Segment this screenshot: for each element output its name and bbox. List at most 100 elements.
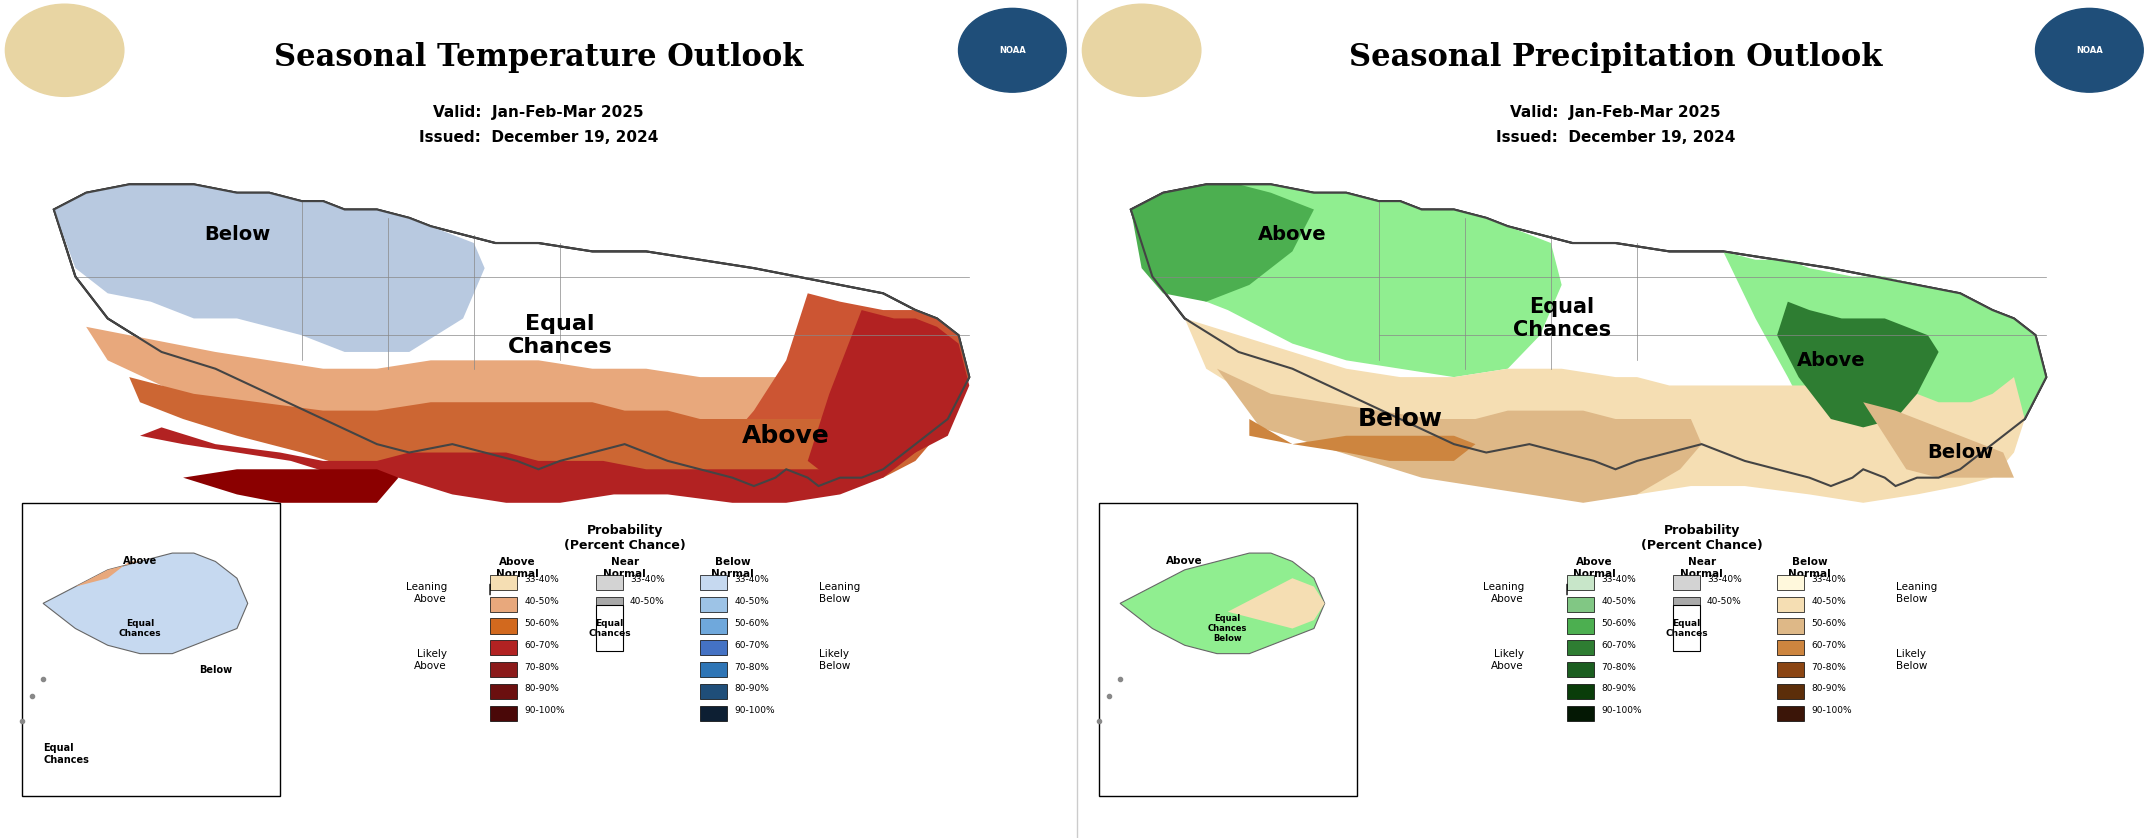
Polygon shape (1228, 578, 1325, 628)
FancyBboxPatch shape (1777, 597, 1803, 612)
Text: 90-100%: 90-100% (1812, 706, 1852, 715)
Circle shape (2036, 8, 2143, 92)
Text: Above: Above (1258, 225, 1327, 244)
Text: Below: Below (198, 665, 233, 675)
Polygon shape (1131, 184, 1314, 302)
Polygon shape (1099, 503, 1357, 796)
FancyBboxPatch shape (1674, 597, 1700, 612)
FancyBboxPatch shape (595, 605, 623, 651)
Text: Near
Normal: Near Normal (1680, 557, 1723, 579)
Text: 50-60%: 50-60% (1812, 619, 1846, 628)
FancyBboxPatch shape (1568, 597, 1594, 612)
Polygon shape (129, 369, 948, 494)
Text: Below: Below (1928, 443, 1992, 462)
Circle shape (1081, 4, 1200, 96)
Polygon shape (1120, 553, 1325, 654)
FancyBboxPatch shape (1777, 640, 1803, 655)
Text: Below: Below (205, 225, 269, 244)
FancyBboxPatch shape (700, 640, 728, 655)
FancyBboxPatch shape (1777, 684, 1803, 699)
Polygon shape (808, 310, 969, 478)
Text: 60-70%: 60-70% (735, 641, 769, 649)
Text: 33-40%: 33-40% (629, 576, 666, 584)
Text: 40-50%: 40-50% (526, 597, 560, 606)
Text: Below: Below (1357, 407, 1443, 431)
Polygon shape (43, 561, 140, 587)
Polygon shape (183, 469, 398, 503)
Text: Likely
Above: Likely Above (1491, 649, 1525, 671)
Text: Likely
Above: Likely Above (414, 649, 448, 671)
FancyBboxPatch shape (700, 618, 728, 634)
Text: 90-100%: 90-100% (735, 706, 775, 715)
Text: 33-40%: 33-40% (1603, 576, 1637, 584)
FancyBboxPatch shape (1777, 662, 1803, 677)
Text: Equal
Chances: Equal Chances (118, 618, 162, 639)
Text: 33-40%: 33-40% (1706, 576, 1743, 584)
Text: Leaning
Above: Leaning Above (405, 582, 448, 604)
Text: 40-50%: 40-50% (1603, 597, 1637, 606)
Text: Equal
Chances
Below: Equal Chances Below (1208, 613, 1247, 644)
Polygon shape (54, 184, 969, 486)
FancyBboxPatch shape (1777, 618, 1803, 634)
Polygon shape (1131, 184, 1562, 377)
Polygon shape (1863, 402, 2014, 478)
Text: Above
Normal: Above Normal (495, 557, 538, 579)
Text: Above
Normal: Above Normal (1572, 557, 1616, 579)
Text: Above: Above (123, 556, 157, 566)
Text: 70-80%: 70-80% (1812, 663, 1846, 671)
Text: Equal
Chances: Equal Chances (43, 743, 88, 765)
Text: Probability
(Percent Chance): Probability (Percent Chance) (564, 524, 685, 551)
FancyBboxPatch shape (1777, 575, 1803, 590)
Text: Leaning
Below: Leaning Below (819, 582, 859, 604)
Text: 60-70%: 60-70% (1603, 641, 1637, 649)
FancyBboxPatch shape (1568, 662, 1594, 677)
Polygon shape (1723, 251, 2046, 478)
Polygon shape (86, 327, 948, 486)
Text: Seasonal Temperature Outlook: Seasonal Temperature Outlook (274, 42, 803, 73)
FancyBboxPatch shape (491, 575, 517, 590)
FancyBboxPatch shape (491, 662, 517, 677)
Text: 60-70%: 60-70% (526, 641, 560, 649)
Text: Above: Above (743, 424, 829, 447)
Text: Probability
(Percent Chance): Probability (Percent Chance) (1641, 524, 1762, 551)
FancyBboxPatch shape (1568, 575, 1594, 590)
Text: 33-40%: 33-40% (1812, 576, 1846, 584)
FancyBboxPatch shape (1777, 706, 1803, 721)
FancyBboxPatch shape (700, 662, 728, 677)
Polygon shape (1249, 419, 1475, 461)
Text: Likely
Below: Likely Below (819, 649, 851, 671)
Text: Below
Normal: Below Normal (711, 557, 754, 579)
FancyBboxPatch shape (491, 684, 517, 699)
Text: Issued:  December 19, 2024: Issued: December 19, 2024 (418, 130, 659, 145)
FancyBboxPatch shape (1568, 706, 1594, 721)
FancyBboxPatch shape (700, 575, 728, 590)
Text: Near
Normal: Near Normal (603, 557, 646, 579)
Text: NOAA: NOAA (999, 46, 1025, 54)
FancyBboxPatch shape (595, 597, 623, 612)
Text: Equal
Chances: Equal Chances (1665, 618, 1708, 639)
Text: Valid:  Jan-Feb-Mar 2025: Valid: Jan-Feb-Mar 2025 (1510, 105, 1721, 120)
FancyBboxPatch shape (491, 706, 517, 721)
Text: 80-90%: 80-90% (735, 685, 769, 693)
Text: 33-40%: 33-40% (735, 576, 769, 584)
Text: 70-80%: 70-80% (526, 663, 560, 671)
Polygon shape (1777, 302, 1939, 427)
FancyBboxPatch shape (1568, 640, 1594, 655)
Text: 60-70%: 60-70% (1812, 641, 1846, 649)
Polygon shape (1185, 318, 2025, 503)
FancyBboxPatch shape (491, 597, 517, 612)
Polygon shape (140, 419, 937, 503)
Text: Below
Normal: Below Normal (1788, 557, 1831, 579)
Text: Leaning
Below: Leaning Below (1896, 582, 1936, 604)
Text: Valid:  Jan-Feb-Mar 2025: Valid: Jan-Feb-Mar 2025 (433, 105, 644, 120)
Text: 80-90%: 80-90% (1812, 685, 1846, 693)
Text: 40-50%: 40-50% (1706, 597, 1743, 606)
Text: Issued:  December 19, 2024: Issued: December 19, 2024 (1495, 130, 1736, 145)
FancyBboxPatch shape (1674, 605, 1700, 651)
Text: 70-80%: 70-80% (735, 663, 769, 671)
Text: 50-60%: 50-60% (526, 619, 560, 628)
Text: 33-40%: 33-40% (526, 576, 560, 584)
FancyBboxPatch shape (595, 575, 623, 590)
Text: Seasonal Precipitation Outlook: Seasonal Precipitation Outlook (1348, 42, 1883, 73)
Text: 90-100%: 90-100% (526, 706, 564, 715)
